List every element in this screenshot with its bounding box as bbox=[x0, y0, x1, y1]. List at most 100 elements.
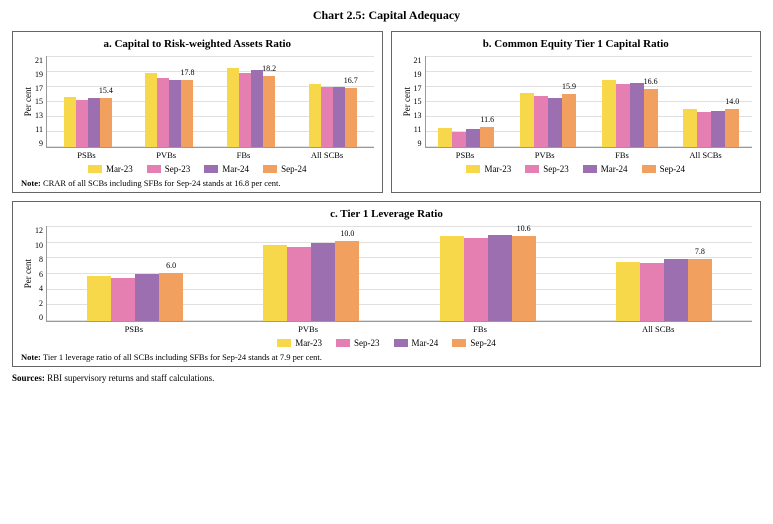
bar-groups: 15.417.818.216.7 bbox=[47, 56, 374, 147]
x-tick: FBs bbox=[615, 150, 629, 160]
legend: Mar-23Sep-23Mar-24Sep-24 bbox=[400, 164, 753, 174]
legend-item: Mar-23 bbox=[277, 338, 322, 348]
bar-group: 10.6 bbox=[440, 235, 536, 321]
bar-group: 6.0 bbox=[87, 273, 183, 321]
bar bbox=[111, 278, 135, 321]
y-tick: 21 bbox=[414, 56, 422, 65]
legend-swatch bbox=[277, 339, 291, 347]
y-tick: 12 bbox=[35, 226, 43, 235]
legend-swatch bbox=[204, 165, 218, 173]
panel-b: b. Common Equity Tier 1 Capital Ratio Per… bbox=[391, 31, 762, 193]
value-label: 17.8 bbox=[180, 68, 194, 77]
value-label: 14.0 bbox=[725, 97, 739, 106]
legend-item: Sep-23 bbox=[525, 164, 569, 174]
y-tick: 10 bbox=[35, 241, 43, 250]
y-tick: 19 bbox=[35, 70, 43, 79]
value-label: 11.6 bbox=[480, 115, 494, 124]
legend-swatch bbox=[452, 339, 466, 347]
y-axis-label: Per cent bbox=[21, 87, 35, 116]
bar: 17.8 bbox=[181, 80, 193, 147]
sources-text: RBI supervisory returns and staff calcul… bbox=[47, 373, 214, 383]
bar: 11.6 bbox=[480, 127, 494, 147]
x-labels: PSBsPVBsFBsAll SCBs bbox=[47, 150, 374, 160]
bar-groups: 6.0 10.0 10.6 7.8 bbox=[47, 226, 752, 321]
bar bbox=[464, 238, 488, 321]
y-tick: 21 bbox=[35, 56, 43, 65]
legend-label: Mar-23 bbox=[295, 338, 322, 348]
note-label: Note: bbox=[21, 178, 43, 188]
bar-group: 11.6 bbox=[438, 127, 494, 147]
bar bbox=[440, 236, 464, 321]
x-tick: PVBs bbox=[298, 324, 318, 334]
y-tick: 0 bbox=[35, 313, 43, 322]
legend: Mar-23Sep-23Mar-24Sep-24 bbox=[21, 338, 752, 348]
legend-swatch bbox=[583, 165, 597, 173]
chart-area: Per cent1210864206.010.010.67.8 bbox=[21, 226, 752, 322]
legend-label: Mar-24 bbox=[412, 338, 439, 348]
bar: 15.9 bbox=[562, 94, 576, 147]
y-axis: 2119171513119 bbox=[414, 56, 425, 148]
bar-group: 15.4 bbox=[64, 97, 112, 147]
value-label: 18.2 bbox=[262, 64, 276, 73]
y-axis: 2119171513119 bbox=[35, 56, 46, 148]
value-label: 10.6 bbox=[517, 224, 531, 233]
bar bbox=[664, 259, 688, 321]
legend-item: Sep-24 bbox=[452, 338, 496, 348]
bar bbox=[333, 87, 345, 147]
bar: 10.6 bbox=[512, 236, 536, 321]
panel-title: b. Common Equity Tier 1 Capital Ratio bbox=[400, 38, 753, 50]
x-labels: PSBsPVBsFBsAll SCBs bbox=[47, 324, 752, 334]
bar-group: 16.6 bbox=[602, 80, 658, 147]
legend: Mar-23Sep-23Mar-24Sep-24 bbox=[21, 164, 374, 174]
bar bbox=[64, 97, 76, 147]
bar bbox=[239, 73, 251, 147]
bar bbox=[87, 276, 111, 321]
x-tick: PSBs bbox=[456, 150, 474, 160]
legend-swatch bbox=[147, 165, 161, 173]
x-tick: PSBs bbox=[125, 324, 143, 334]
x-tick: All SCBs bbox=[311, 150, 343, 160]
sources: Sources: RBI supervisory returns and sta… bbox=[12, 373, 761, 383]
value-label: 16.6 bbox=[644, 77, 658, 86]
y-axis-label: Per cent bbox=[400, 87, 414, 116]
legend-swatch bbox=[466, 165, 480, 173]
value-label: 7.8 bbox=[695, 247, 705, 256]
bar bbox=[157, 78, 169, 147]
x-tick: FBs bbox=[473, 324, 487, 334]
y-axis-label: Per cent bbox=[21, 259, 35, 288]
bar: 18.2 bbox=[263, 76, 275, 147]
bar bbox=[169, 80, 181, 147]
value-label: 15.4 bbox=[99, 86, 113, 95]
y-axis: 121086420 bbox=[35, 226, 46, 322]
sources-label: Sources: bbox=[12, 373, 45, 383]
legend-label: Mar-23 bbox=[106, 164, 133, 174]
plot: 11.6 15.9 16.6 14.0 bbox=[425, 56, 753, 148]
bar bbox=[88, 98, 100, 147]
bar-group: 17.8 bbox=[145, 73, 193, 147]
y-tick: 2 bbox=[35, 299, 43, 308]
bar bbox=[534, 96, 548, 147]
legend-swatch bbox=[394, 339, 408, 347]
bar-group: 10.0 bbox=[263, 241, 359, 321]
y-tick: 9 bbox=[35, 139, 43, 148]
bar bbox=[287, 247, 311, 321]
panel-c: c. Tier 1 Leverage RatioPer cent12108642… bbox=[12, 201, 761, 367]
bar: 10.0 bbox=[335, 241, 359, 321]
y-tick: 17 bbox=[414, 84, 422, 93]
bar bbox=[145, 73, 157, 147]
bar bbox=[321, 87, 333, 147]
x-tick: All SCBs bbox=[689, 150, 721, 160]
legend-item: Sep-24 bbox=[263, 164, 307, 174]
chart-area: Per cent2119171513119 11.6 15.9 16.6 14.0 bbox=[400, 56, 753, 148]
legend-label: Mar-24 bbox=[222, 164, 249, 174]
bar bbox=[452, 132, 466, 147]
bar bbox=[640, 263, 664, 321]
bar bbox=[683, 109, 697, 147]
bar bbox=[135, 274, 159, 321]
legend-label: Sep-24 bbox=[281, 164, 307, 174]
bar bbox=[438, 128, 452, 147]
bar: 16.6 bbox=[644, 89, 658, 147]
legend-item: Mar-24 bbox=[204, 164, 249, 174]
bar-group: 18.2 bbox=[227, 68, 275, 147]
legend-swatch bbox=[336, 339, 350, 347]
